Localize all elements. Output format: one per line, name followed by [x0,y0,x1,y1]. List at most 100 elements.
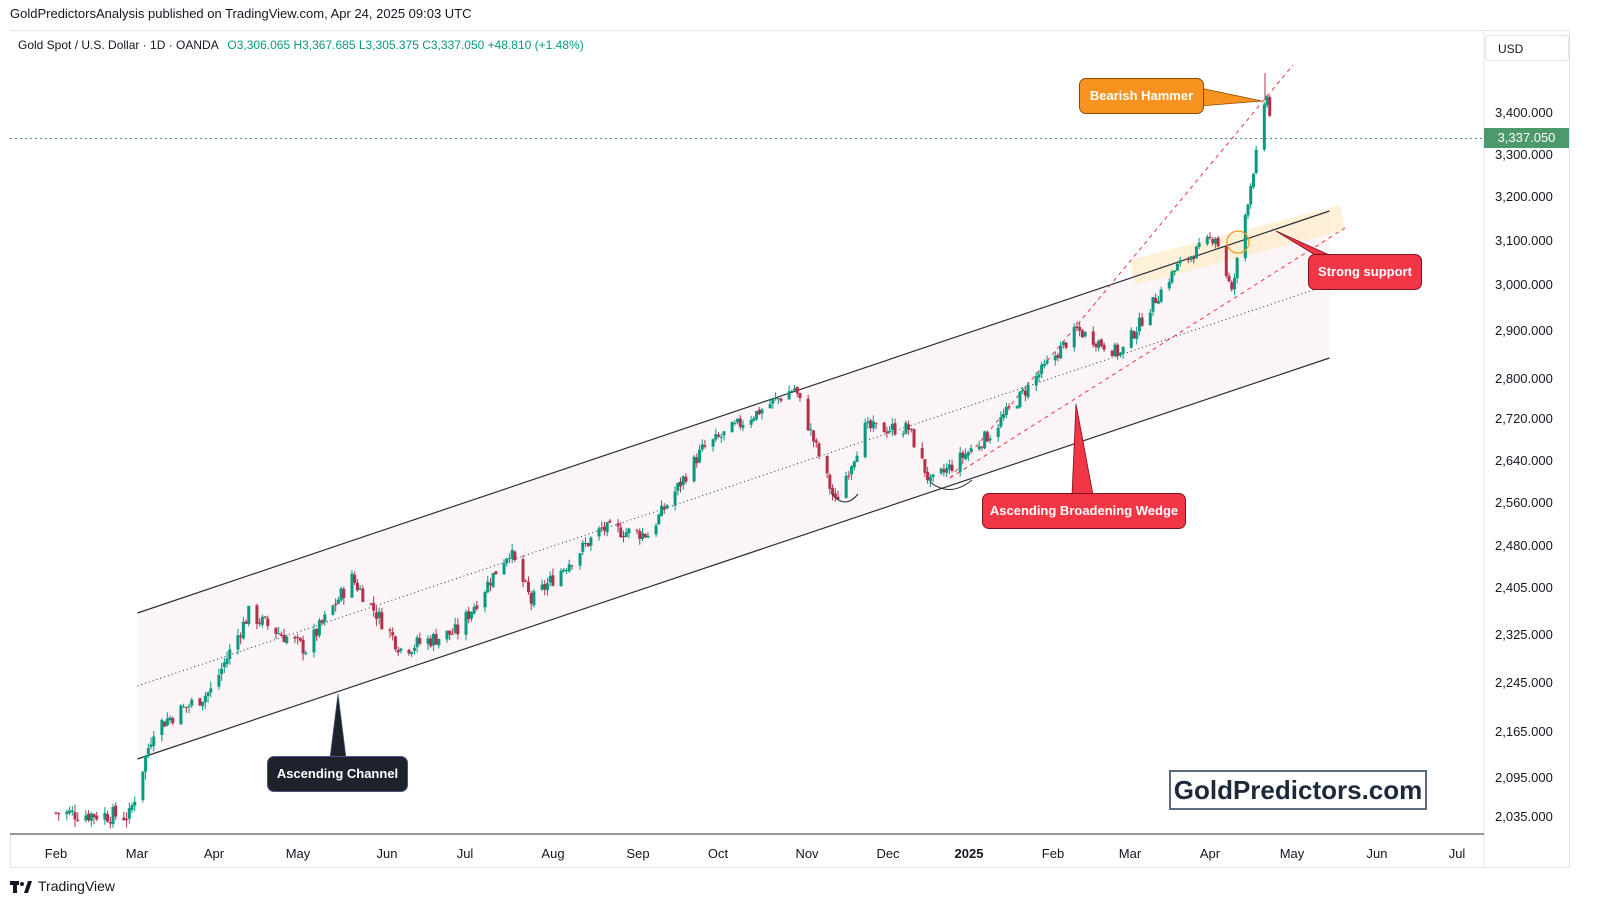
time-tick-label: May [286,846,311,861]
candle-body [1135,332,1139,339]
candle-body [812,430,816,442]
time-tick-label: Feb [1042,846,1064,861]
time-tick-label: Sep [626,846,649,861]
candle-body [698,449,702,463]
currency-selector[interactable]: USD [1485,35,1569,61]
candle-body [160,719,164,736]
candle-body [507,557,511,559]
candle-body [1118,352,1122,356]
candle-body [635,530,639,532]
candle-body [125,819,129,821]
candle-body [1078,326,1082,331]
candle-body [146,748,150,755]
bottom-arc-dec [929,479,973,490]
candle-body [301,639,305,654]
candle-body [317,620,321,636]
tradingview-label: TradingView [38,878,116,894]
candle-body [103,813,107,820]
price-tick-label: 2,720.000 [1495,411,1553,426]
candle-body [679,481,683,487]
candle-body [866,421,870,424]
candle-body [1064,342,1068,348]
candle-body [787,391,791,400]
candle-body [260,616,264,625]
candle-body [320,620,324,623]
candle-body [336,599,340,604]
candle-body [149,744,153,748]
candle-body [1213,238,1217,244]
channel-callout: Ascending Channel [267,756,408,792]
candle-body [692,456,696,482]
time-tick-label: Feb [45,846,67,861]
candle-body [412,647,416,651]
candle-body [1246,204,1250,216]
candle-body [1040,364,1044,374]
candle-body [228,649,232,659]
candle-body [1148,312,1152,326]
candle-body [73,812,77,820]
candle-body [627,528,631,534]
candle-body [418,638,422,644]
price-tick-label: 2,560.000 [1495,495,1553,510]
candle-body [510,549,514,559]
candle-body [339,588,343,601]
candle-body [502,563,506,575]
tradingview-brand[interactable]: TradingView [10,878,115,894]
candle-body [187,706,191,708]
candle-body [1056,354,1060,358]
candle-body [282,635,286,643]
candle-body [464,612,468,635]
candle-body [1170,271,1174,283]
candle-body [714,433,718,440]
candle-body [65,811,69,815]
time-tick-label: Oct [708,846,729,861]
candle-body [453,624,457,633]
symbol-legend: Gold Spot / U.S. Dollar · 1D · OANDA O3,… [18,38,584,52]
candle-body [776,398,780,400]
candle-body [681,476,685,486]
candle-body [486,581,490,593]
candle-body [1265,96,1269,106]
candle-body [244,621,248,624]
candle-body [1208,236,1212,239]
candle-body [964,454,968,459]
price-tick-label: 2,245.000 [1495,675,1553,690]
candle-body [190,699,194,706]
candle-body [488,583,492,586]
candle-body [127,808,131,819]
candle-body [209,688,213,693]
candle-body [334,603,338,606]
candle-body [1140,317,1144,326]
candle-body [1205,236,1209,245]
candle-body [882,422,886,433]
candle-body [277,633,281,635]
candle-body [429,638,433,647]
candle-body [1129,330,1133,348]
candle-body [722,431,726,436]
candle-body [545,583,549,591]
candle-body [285,636,289,643]
candle-body [1216,237,1220,247]
candle-body [717,434,721,437]
candle-body [304,652,308,655]
candle-body [1167,282,1171,289]
symbol-name: Gold Spot / U.S. Dollar · 1D · OANDA [18,38,219,52]
candle-body [660,505,664,517]
candle-body [524,580,528,582]
candle-body [825,456,829,474]
candle-body [863,422,867,458]
candle-body [1059,345,1063,359]
candle-body [749,419,753,425]
candle-body [624,532,628,538]
candle-body [779,398,783,401]
time-tick-label: Mar [126,846,149,861]
candle-body [258,622,262,624]
candle-body [70,810,74,812]
candle-body [1232,277,1236,290]
candle-body [583,543,587,545]
candle-body [814,440,818,443]
candle-body [369,603,373,605]
candle-body [1178,260,1182,264]
candle-body [494,571,498,575]
